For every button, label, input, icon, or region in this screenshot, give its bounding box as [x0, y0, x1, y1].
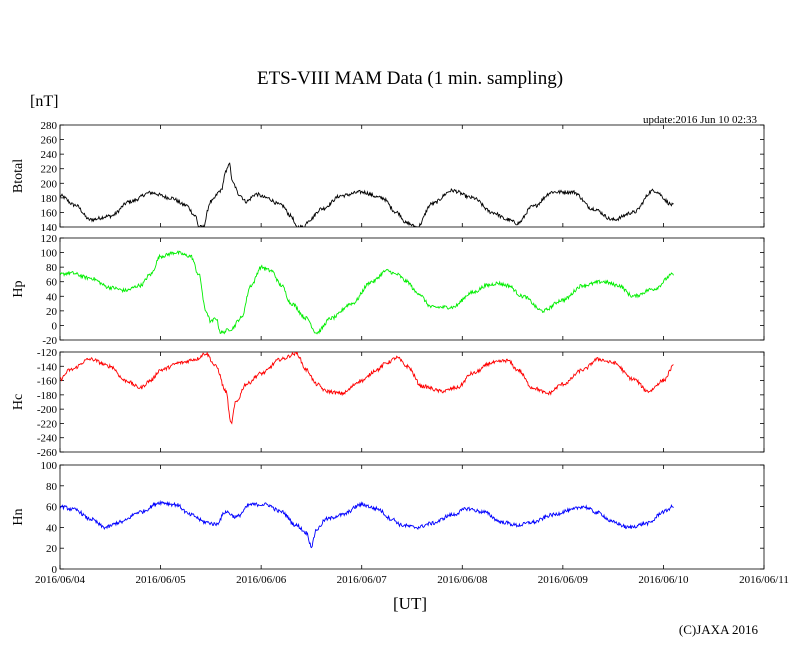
- y-tick-label: -120: [37, 347, 58, 359]
- panel-frame: [59, 124, 765, 228]
- y-tick-label: 20: [46, 543, 58, 555]
- panel-frame: [59, 464, 765, 570]
- panel-frame: [59, 351, 765, 453]
- x-tick-label: 2016/06/11: [739, 574, 789, 586]
- series-line-hp: [60, 250, 674, 335]
- y-tick-label: 200: [41, 178, 58, 190]
- update-timestamp: update:2016 Jun 10 02:33: [643, 114, 757, 126]
- y-tick-label: 100: [41, 248, 58, 260]
- y-tick-label: 0: [52, 564, 58, 576]
- x-axis-label: [UT]: [393, 594, 427, 613]
- y-tick-label: 180: [41, 193, 58, 205]
- panel-ylabel: Hp: [11, 280, 26, 297]
- panel-hc: -260 -240 -220 -200 -180 -160 -140 -120 Hc: [11, 347, 765, 459]
- y-tick-label: 240: [41, 149, 58, 161]
- y-tick-label: 80: [46, 481, 58, 493]
- y-tick-label: 60: [46, 277, 58, 289]
- x-tick-label: 2016/06/07: [337, 574, 388, 586]
- y-tick-label: 80: [46, 262, 58, 274]
- x-tick-label: 2016/06/10: [638, 574, 689, 586]
- panel-ylabel: Hc: [11, 394, 26, 410]
- panel-ylabel: Btotal: [11, 159, 26, 193]
- panel-btotal: 140 160 180 200 220 240 260 280 Btotal: [11, 120, 765, 234]
- y-tick-label: 40: [46, 522, 58, 534]
- y-tick-label: 280: [41, 120, 58, 132]
- y-tick-label: -180: [37, 390, 58, 402]
- y-tick-label: 60: [46, 502, 58, 514]
- y-tick-label: 120: [41, 233, 58, 245]
- y-tick-label: 260: [41, 135, 58, 147]
- x-axis: 2016/06/04 2016/06/05 2016/06/06 2016/06/07…: [35, 574, 789, 586]
- y-tick-label: -260: [37, 447, 58, 459]
- chart-title: ETS-VIII MAM Data (1 min. sampling): [257, 68, 563, 89]
- y-tick-label: -240: [37, 433, 58, 445]
- y-tick-label: 0: [52, 320, 58, 332]
- y-unit-label: [nT]: [30, 93, 58, 110]
- panel-frame: [59, 237, 765, 341]
- y-tick-label: 40: [46, 291, 58, 303]
- y-tick-label: 160: [41, 207, 58, 219]
- y-tick-label: -140: [37, 361, 58, 373]
- x-tick-label: 2016/06/06: [236, 574, 287, 586]
- panel-ylabel: Hn: [11, 508, 26, 525]
- x-tick-label: 2016/06/04: [35, 574, 86, 586]
- chart-panels: 140160180200220240260280Btotal-200204060…: [11, 120, 765, 576]
- x-tick-label: 2016/06/09: [538, 574, 589, 586]
- y-tick-label: 20: [46, 306, 58, 318]
- y-tick-label: -220: [37, 418, 58, 430]
- series-line-hn: [60, 499, 674, 549]
- panel-hp: -20 0 20 40 60 80 100 120 Hp: [11, 233, 765, 347]
- x-tick-label: 2016/06/08: [437, 574, 488, 586]
- y-tick-label: -200: [37, 404, 58, 416]
- y-tick-label: 220: [41, 164, 58, 176]
- y-tick-label: -20: [42, 335, 57, 347]
- series-line-hc: [60, 352, 674, 425]
- y-tick-label: 140: [41, 222, 58, 234]
- panel-hn: 0 20 40 60 80 100 Hn: [11, 460, 765, 576]
- series-line-btotal: [60, 162, 674, 227]
- x-tick-label: 2016/06/05: [136, 574, 187, 586]
- y-tick-label: 100: [41, 460, 58, 472]
- copyright-text: (C)JAXA 2016: [679, 622, 759, 637]
- y-tick-label: -160: [37, 376, 58, 388]
